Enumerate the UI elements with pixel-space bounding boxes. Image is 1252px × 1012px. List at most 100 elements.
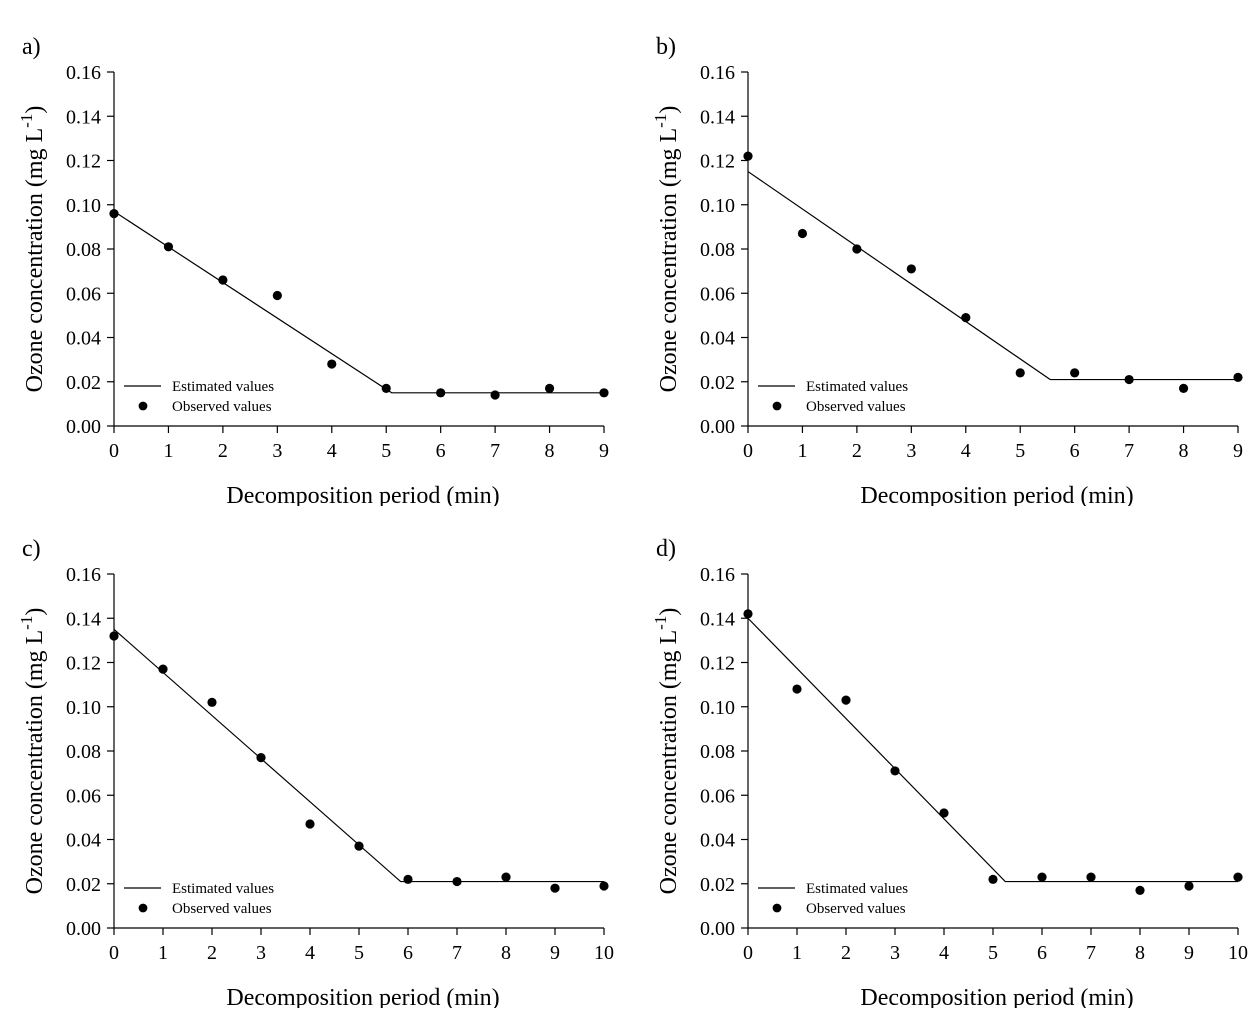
x-tick-label: 7 xyxy=(452,942,462,964)
y-tick-label: 0.06 xyxy=(700,785,735,807)
x-tick-label: 9 xyxy=(1184,942,1194,964)
x-tick-label: 10 xyxy=(594,942,614,964)
y-tick-label: 0.14 xyxy=(700,106,735,128)
observed-point xyxy=(544,383,555,393)
y-tick-label: 0.10 xyxy=(66,195,101,217)
y-tick-label: 0.12 xyxy=(66,653,101,675)
y-tick-label: 0.14 xyxy=(700,608,735,630)
y-tick-label: 0.00 xyxy=(700,416,735,438)
x-tick-label: 9 xyxy=(550,942,560,964)
observed-point xyxy=(381,383,391,393)
y-tick-label: 0.16 xyxy=(700,62,735,84)
observed-point xyxy=(305,819,315,829)
y-axis-label: Ozone concentration (mg L-1) xyxy=(17,608,48,895)
y-tick-label: 0.10 xyxy=(66,697,101,719)
chart-b: b) 0.00 0.02 0.04 0.06 0.08 0.10 0.12 0.14 0.16 0 1… xyxy=(651,34,1243,506)
y-tick-label: 0.02 xyxy=(700,874,735,896)
y-tick-label: 0.00 xyxy=(700,918,735,940)
legend-marker-swatch xyxy=(138,903,148,913)
observed-point xyxy=(906,264,916,274)
y-tick-label: 0.14 xyxy=(66,106,101,128)
observed-point xyxy=(1015,368,1025,378)
estimated-values-line xyxy=(113,210,604,394)
y-tick-label: 0.06 xyxy=(66,785,101,807)
y-axis-label: Ozone concentration (mg L-1) xyxy=(651,106,682,393)
y-tick-label: 0.00 xyxy=(66,416,101,438)
chart-panel-b: b) 0.00 0.02 0.04 0.06 0.08 0.10 0.12 0.14 0.16 0 1… xyxy=(634,0,1252,506)
observed-point xyxy=(1070,368,1080,378)
x-tick-label: 5 xyxy=(354,942,364,964)
x-tick-label: 8 xyxy=(1135,942,1145,964)
legend-label-estimated: Estimated values xyxy=(172,881,274,897)
observed-point xyxy=(327,359,337,369)
y-axis-label-suffix: ) xyxy=(22,608,48,616)
x-axis-label: Decomposition period (min) xyxy=(860,985,1133,1008)
observed-point xyxy=(218,275,228,285)
observed-point xyxy=(207,697,217,707)
y-tick-label: 0.06 xyxy=(700,283,735,305)
y-axis-label-exponent: -1 xyxy=(17,114,36,128)
x-tick-label: 4 xyxy=(327,440,337,462)
observed-point xyxy=(354,841,364,851)
observed-point xyxy=(256,753,266,763)
y-axis-label-text: Ozone concentration (mg L xyxy=(656,128,682,393)
observed-point xyxy=(501,872,511,882)
x-tick-label: 7 xyxy=(1124,440,1134,462)
y-tick-label: 0.12 xyxy=(700,653,735,675)
observed-point xyxy=(890,766,900,776)
x-tick-label: 2 xyxy=(841,942,851,964)
observed-point xyxy=(1135,885,1145,895)
legend-label-estimated: Estimated values xyxy=(806,881,908,897)
y-axis-label-exponent: -1 xyxy=(17,616,36,630)
chart-c: c) 0.00 0.02 0.04 0.06 0.08 0.10 0.12 0.14 0.16 0 1… xyxy=(17,536,614,1008)
x-axis-label: Decomposition period (min) xyxy=(860,483,1133,506)
legend-label-estimated: Estimated values xyxy=(172,379,274,395)
legend-label-observed: Observed values xyxy=(172,399,272,415)
y-axis-label: Ozone concentration (mg L-1) xyxy=(651,608,682,895)
y-tick-label: 0.10 xyxy=(700,697,735,719)
observed-point xyxy=(1233,872,1243,882)
y-tick-label: 0.16 xyxy=(66,62,101,84)
x-tick-label: 0 xyxy=(743,942,753,964)
chart-a: a) 0.00 0.02 0.04 0.06 0.08 0.10 0.12 0.14 0.16 0 1… xyxy=(17,34,609,506)
observed-point xyxy=(797,228,808,239)
observed-point xyxy=(436,388,446,398)
observed-point xyxy=(158,664,168,674)
y-tick-label: 0.12 xyxy=(66,151,101,173)
x-tick-label: 9 xyxy=(599,440,609,462)
x-tick-label: 6 xyxy=(436,440,446,462)
x-tick-label: 0 xyxy=(109,942,119,964)
observed-point xyxy=(403,874,413,884)
y-tick-label: 0.04 xyxy=(66,328,101,350)
observed-point xyxy=(109,631,119,641)
y-tick-label: 0.14 xyxy=(66,608,101,630)
legend-marker-swatch xyxy=(138,401,148,411)
observed-point xyxy=(599,881,609,891)
estimated-values-line xyxy=(747,617,1238,883)
chart-panel-d: d) 0.00 0.02 0.04 0.06 0.08 0.10 0.12 0.14 0.16 0 1… xyxy=(634,502,1252,1008)
x-axis-label: Decomposition period (min) xyxy=(226,483,499,506)
x-tick-label: 1 xyxy=(792,942,802,964)
chart-d: d) 0.00 0.02 0.04 0.06 0.08 0.10 0.12 0.14 0.16 0 1… xyxy=(651,536,1248,1008)
y-tick-label: 0.08 xyxy=(66,741,101,763)
legend-label-estimated: Estimated values xyxy=(806,379,908,395)
y-tick-label: 0.04 xyxy=(700,328,735,350)
observed-point xyxy=(1124,374,1134,385)
chart-panel-a: a) 0.00 0.02 0.04 0.06 0.08 0.10 0.12 0.14 0.16 0 1… xyxy=(0,0,626,506)
observed-point xyxy=(743,151,753,161)
x-tick-label: 10 xyxy=(1228,942,1248,964)
y-tick-label: 0.00 xyxy=(66,918,101,940)
y-tick-label: 0.02 xyxy=(66,874,101,896)
y-axis-label-suffix: ) xyxy=(22,106,48,114)
x-tick-label: 6 xyxy=(1037,942,1047,964)
x-tick-label: 1 xyxy=(163,440,173,462)
legend-label-observed: Observed values xyxy=(806,399,906,415)
estimated-values-line xyxy=(747,171,1238,381)
x-axis-label: Decomposition period (min) xyxy=(226,985,499,1008)
observed-point xyxy=(1184,881,1194,891)
x-tick-label: 1 xyxy=(797,440,807,462)
x-tick-label: 3 xyxy=(890,942,900,964)
legend-marker-swatch xyxy=(772,401,782,411)
y-axis-label-suffix: ) xyxy=(656,608,682,616)
observed-point xyxy=(961,312,971,323)
